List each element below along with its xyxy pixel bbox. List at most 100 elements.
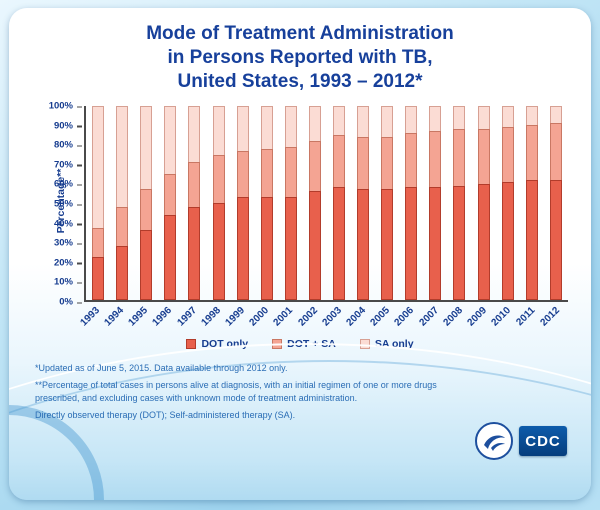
bar-segment-dot-sa <box>188 162 201 207</box>
bar-segment-dot-only <box>116 245 129 300</box>
bar-segment-dot-sa <box>140 189 153 231</box>
x-tick-label: 2000 <box>247 305 272 329</box>
bar-segment-dot-only <box>212 203 225 300</box>
x-tick-label: 1997 <box>175 305 199 329</box>
bar-segment-sa-only <box>188 106 201 163</box>
x-tick-label: 2005 <box>368 305 393 329</box>
y-tick-label: 40% <box>53 218 83 230</box>
hhs-eagle-icon <box>484 435 505 451</box>
bar-2002 <box>303 106 327 300</box>
bar-segment-sa-only <box>381 106 394 138</box>
y-tick-label: 50% <box>53 198 83 210</box>
bar-2009 <box>472 106 496 300</box>
stacked-bar <box>212 106 225 300</box>
stacked-bar <box>453 106 466 300</box>
bar-segment-sa-only <box>212 106 225 155</box>
stacked-bar <box>308 106 321 300</box>
bar-segment-sa-only <box>164 106 177 174</box>
x-tick-label: 2009 <box>465 305 490 329</box>
bar-2007 <box>423 106 447 300</box>
bar-1996 <box>158 106 182 300</box>
x-tick-label: 2003 <box>320 305 344 329</box>
stacked-bar <box>501 106 514 300</box>
bar-segment-sa-only <box>501 106 514 128</box>
footnote-definitions: Directly observed therapy (DOT); Self-ad… <box>35 409 296 420</box>
stacked-bar <box>429 106 442 300</box>
bar-segment-sa-only <box>429 106 442 132</box>
bar-segment-dot-only <box>453 185 466 300</box>
bar-segment-dot-only <box>308 191 321 300</box>
bar-segment-dot-sa <box>525 125 538 180</box>
bar-segment-sa-only <box>525 106 538 126</box>
stacked-bar <box>405 106 418 300</box>
x-tick-label: 1993 <box>78 305 102 329</box>
bar-segment-sa-only <box>477 106 490 130</box>
stacked-bar <box>236 106 249 300</box>
y-tick-label: 10% <box>53 276 83 288</box>
bar-2004 <box>351 106 375 300</box>
bar-1999 <box>231 106 255 300</box>
y-tick-label: 90% <box>53 120 83 132</box>
bar-segment-dot-only <box>525 179 538 300</box>
stacked-bar <box>260 106 273 300</box>
bar-segment-dot-sa <box>308 140 321 192</box>
stacked-bar <box>332 106 345 300</box>
bar-2008 <box>447 106 471 300</box>
stacked-bar <box>477 106 490 300</box>
bar-2000 <box>255 106 279 300</box>
legend-swatch <box>186 339 197 349</box>
stacked-bar <box>92 106 105 300</box>
bar-segment-dot-sa <box>236 150 249 198</box>
bar-segment-sa-only <box>405 106 418 134</box>
bar-1997 <box>182 106 206 300</box>
bar-segment-dot-only <box>164 214 177 300</box>
bar-segment-sa-only <box>140 106 153 190</box>
bar-segment-dot-only <box>236 197 249 300</box>
title-line-3: United States, 1993 – 2012* <box>177 71 423 92</box>
bar-segment-sa-only <box>332 106 345 136</box>
stacked-bar <box>188 106 201 300</box>
title-line-2: in Persons Reported with TB, <box>167 47 433 68</box>
bar-segment-sa-only <box>260 106 273 149</box>
hhs-logo <box>475 422 513 460</box>
agency-logos: CDC <box>475 422 567 460</box>
bar-segment-dot-sa <box>332 135 345 188</box>
y-tick-label: 70% <box>53 159 83 171</box>
bar-segment-dot-sa <box>164 173 177 215</box>
x-axis-labels: 1993 1994 1995 1996 1997 1998 1999 2000 2001 2002… <box>78 302 568 336</box>
bar-segment-dot-only <box>284 197 297 300</box>
bar-segment-dot-sa <box>212 154 225 203</box>
bar-segment-dot-only <box>381 189 394 300</box>
bar-segment-dot-sa <box>501 127 514 182</box>
bar-segment-dot-only <box>260 197 273 300</box>
y-axis-ticks: 0% 10% 20% 30% 40% 50% 60% 70% 80% 90% 100% <box>32 101 83 308</box>
bar-segment-sa-only <box>284 106 297 147</box>
stacked-bar <box>381 106 394 300</box>
bar-2010 <box>496 106 520 300</box>
bar-2011 <box>520 106 544 300</box>
bar-segment-sa-only <box>92 106 105 229</box>
x-tick-label: 1999 <box>223 305 248 329</box>
bar-segment-sa-only <box>116 106 129 207</box>
bar-segment-sa-only <box>549 106 562 124</box>
bar-segment-dot-sa <box>477 129 490 184</box>
slide-title: Mode of Treatment Administration in Pers… <box>21 22 579 94</box>
x-tick-label: 2002 <box>296 305 320 329</box>
x-tick-label: 1998 <box>199 305 223 329</box>
y-tick-label: 30% <box>53 237 83 249</box>
bar-segment-dot-only <box>332 187 345 300</box>
bar-2006 <box>399 106 423 300</box>
plot-area <box>84 106 568 302</box>
bar-1998 <box>206 106 230 300</box>
stacked-bar <box>549 106 562 300</box>
bar-segment-sa-only <box>236 106 249 151</box>
bar-2001 <box>279 106 303 300</box>
bar-segment-dot-only <box>477 183 490 300</box>
bar-segment-dot-only <box>188 206 201 300</box>
background-swoosh-secondary <box>9 360 591 500</box>
stacked-bar-chart: Percentage** 0% 10% 20% 30% 40% 50% 60% 70% 80% 9… <box>32 101 568 336</box>
x-tick-label: 2010 <box>489 305 514 329</box>
y-tick-label: 100% <box>48 100 83 112</box>
title-line-1: Mode of Treatment Administration <box>146 23 454 44</box>
